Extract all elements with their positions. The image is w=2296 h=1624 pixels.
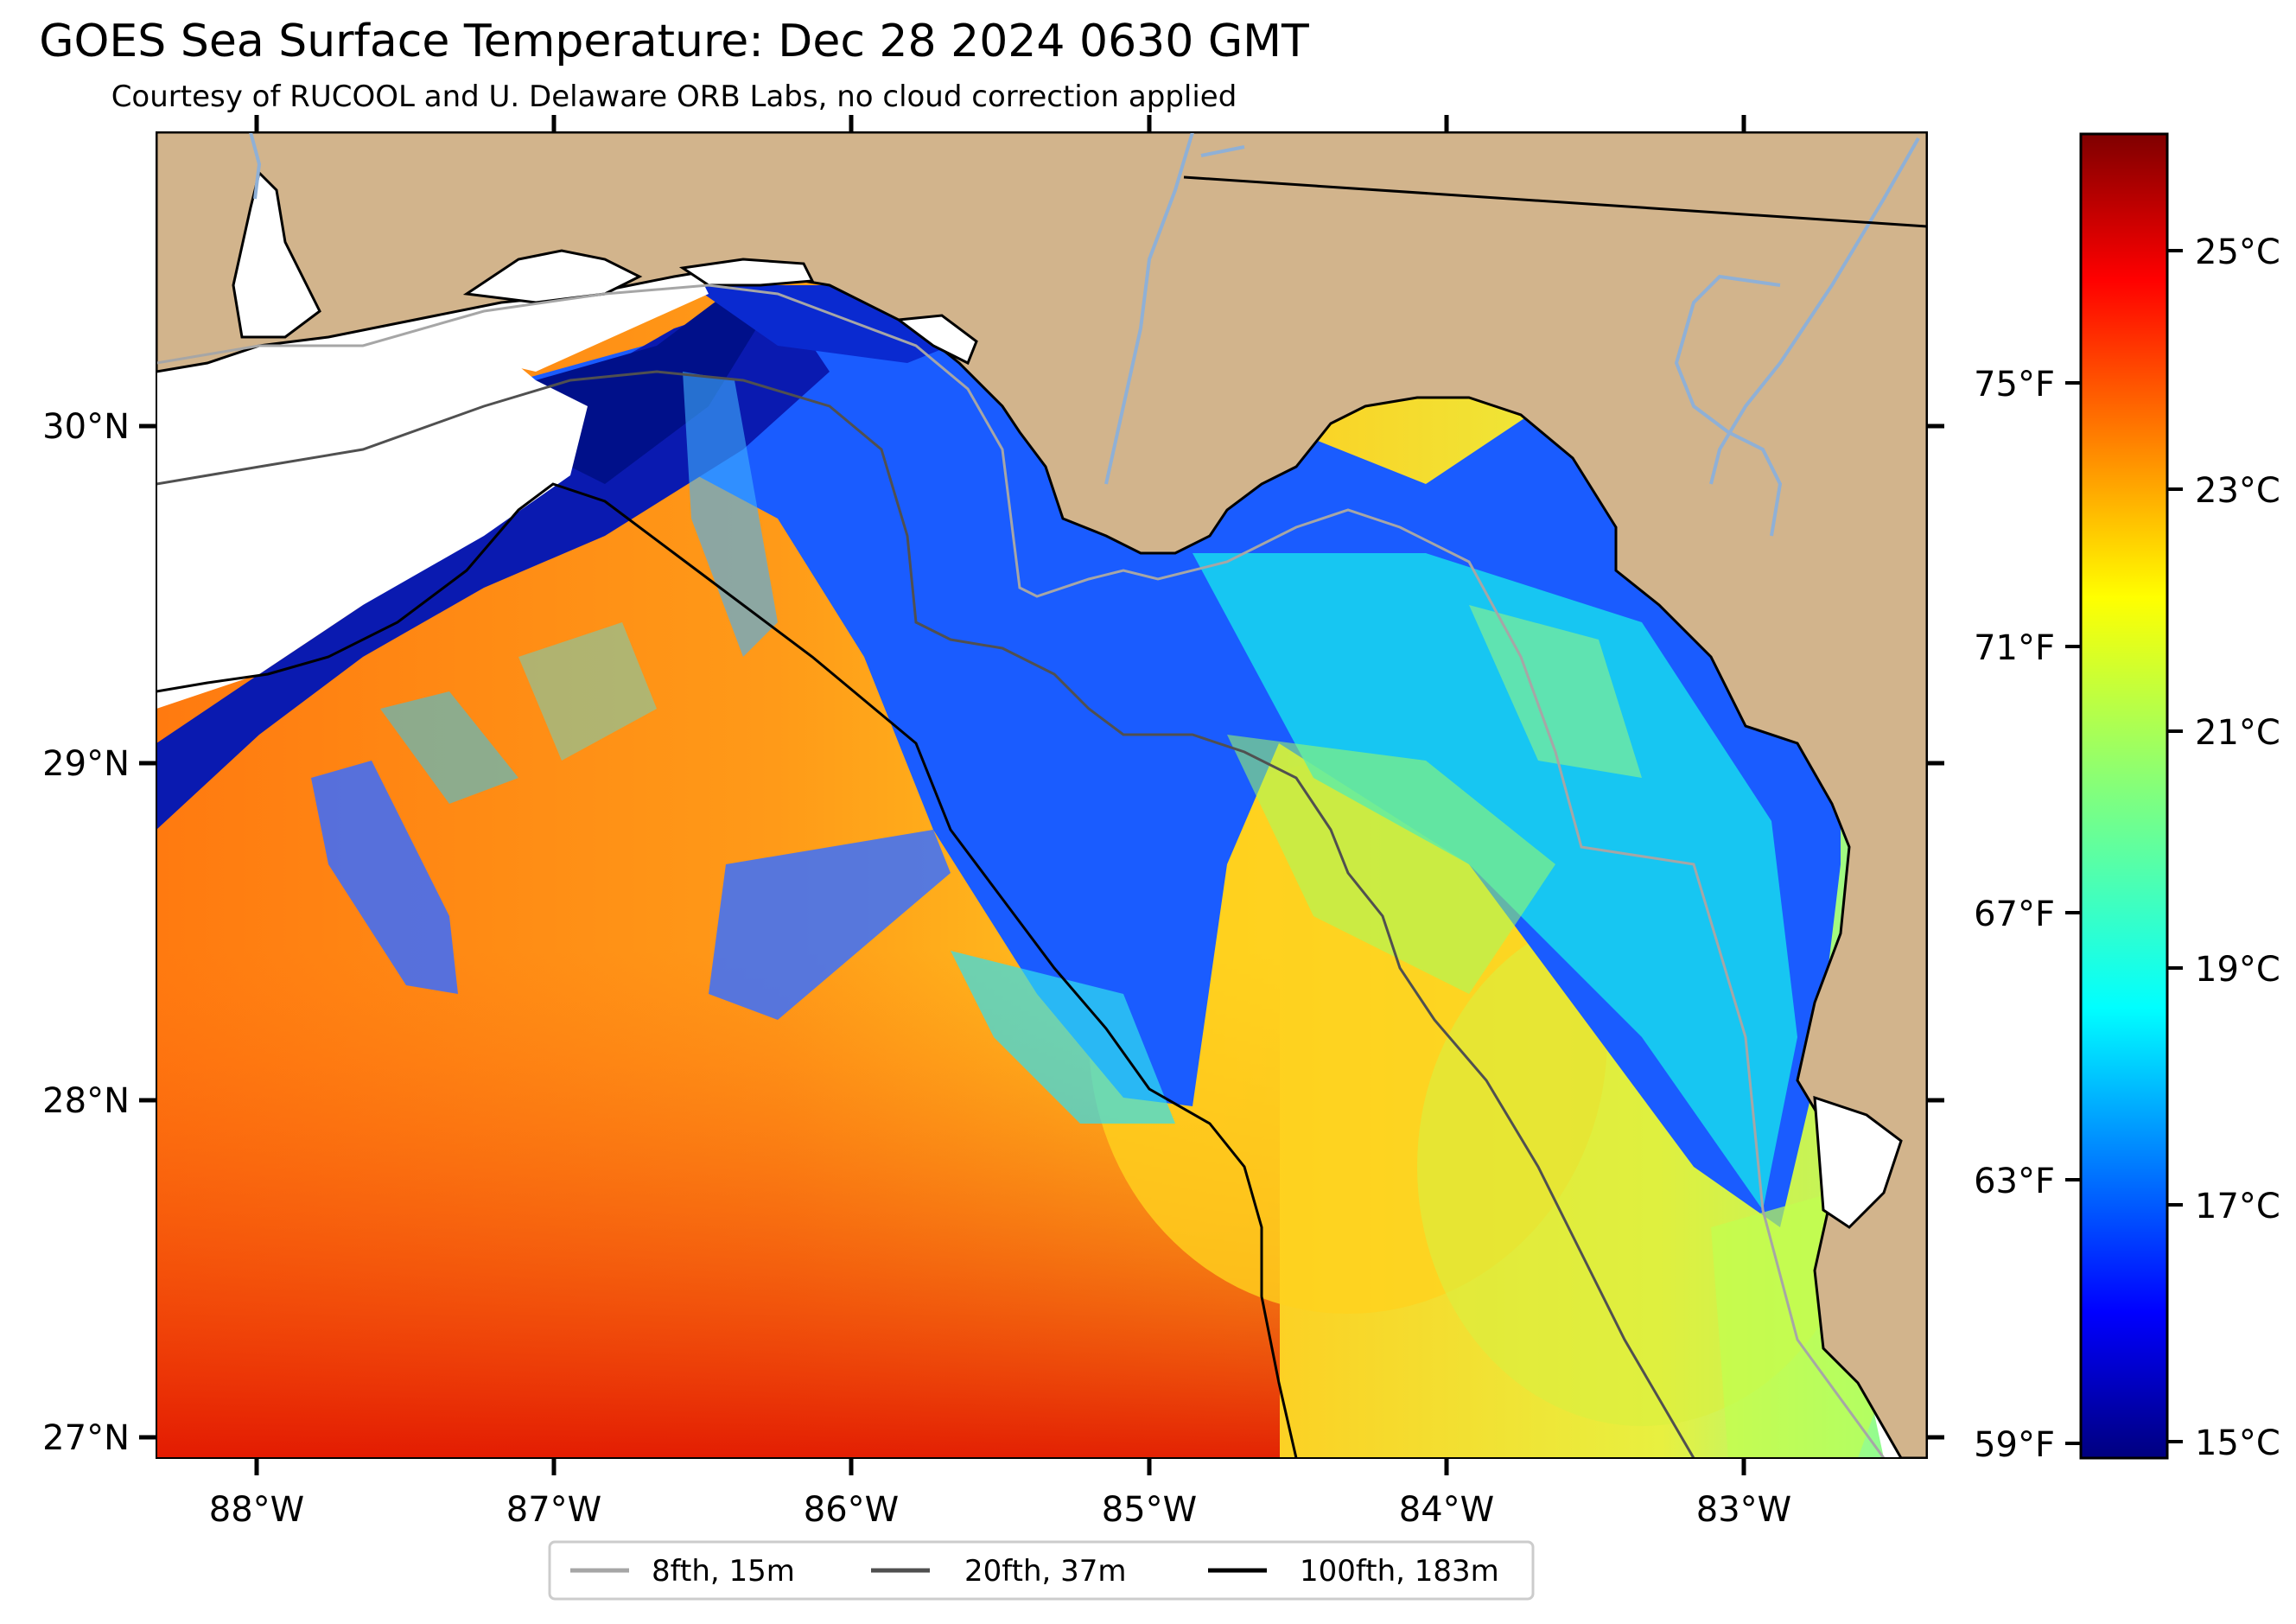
colorbar [2079,132,2169,1460]
isobath-8fth [156,283,1886,1458]
cool-streak-3 [683,372,778,657]
lat-label-28n: 28°N [42,1081,130,1121]
latitude-ticks [139,424,1944,1440]
colorbar-label-63f: 63°F [1974,1162,2055,1201]
lon-label-86w: 86°W [804,1490,899,1530]
lat-label-27n: 27°N [42,1418,130,1458]
cool-streak-1 [311,761,458,994]
longitude-ticks [254,115,1746,1475]
colorbar-label-67f: 67°F [1974,895,2055,934]
legend-label-8fth: 8fth, 15m [652,1554,795,1589]
colorbar-label-25c: 25°C [2195,232,2280,272]
cool-shelf-water [518,285,1841,1227]
lon-label-85w: 85°W [1102,1490,1197,1530]
map-area [156,132,1927,1458]
state-boundary [1183,175,1927,228]
no-data-region-west [156,294,588,709]
colorbar-label-23c: 23°C [2195,471,2280,511]
colorbar-label-75f: 75°F [1974,365,2055,404]
legend: 8fth, 15m 20fth, 37m 100fth, 183m [548,1540,1535,1601]
mobile-bay [232,170,321,339]
colorbar-label-59f: 59°F [1974,1425,2055,1465]
lon-label-84w: 84°W [1399,1490,1494,1530]
lon-label-83w: 83°W [1696,1490,1791,1530]
lon-label-88w: 88°W [209,1490,304,1530]
cool-streak-2 [709,830,951,1020]
map-frame [156,131,1928,1459]
colorbar-label-21c: 21°C [2195,713,2280,753]
st-andrew-bay [895,314,978,366]
map-title: GOES Sea Surface Temperature: Dec 28 202… [39,16,1309,67]
colorbar-label-19c: 19°C [2195,950,2280,990]
isobath-20fth [156,370,1695,1458]
colorbar-label-17c: 17°C [2195,1187,2280,1226]
colorbar-celsius-ticks [2167,249,2183,1443]
river-suwannee [1709,137,1920,485]
river-mobile [249,132,262,200]
lon-label-87w: 87°W [506,1490,601,1530]
legend-label-100fth: 100fth, 183m [1300,1554,1499,1589]
legend-box [548,1540,1535,1601]
map-subtitle: Courtesy of RUCOOL and U. Delaware ORB L… [111,80,1237,114]
isobath-100fth [156,482,1298,1458]
colorbar-fahrenheit-ticks [2065,381,2081,1445]
river-apalachicola [1104,132,1194,485]
colorbar-label-71f: 71°F [1974,628,2055,668]
colorbar-label-15c: 15°C [2195,1423,2280,1463]
lat-label-29n: 29°N [42,744,130,784]
legend-label-20fth: 20fth, 37m [964,1554,1127,1589]
tampa-bay [1813,1095,1903,1229]
lat-label-30n: 30°N [42,407,130,447]
